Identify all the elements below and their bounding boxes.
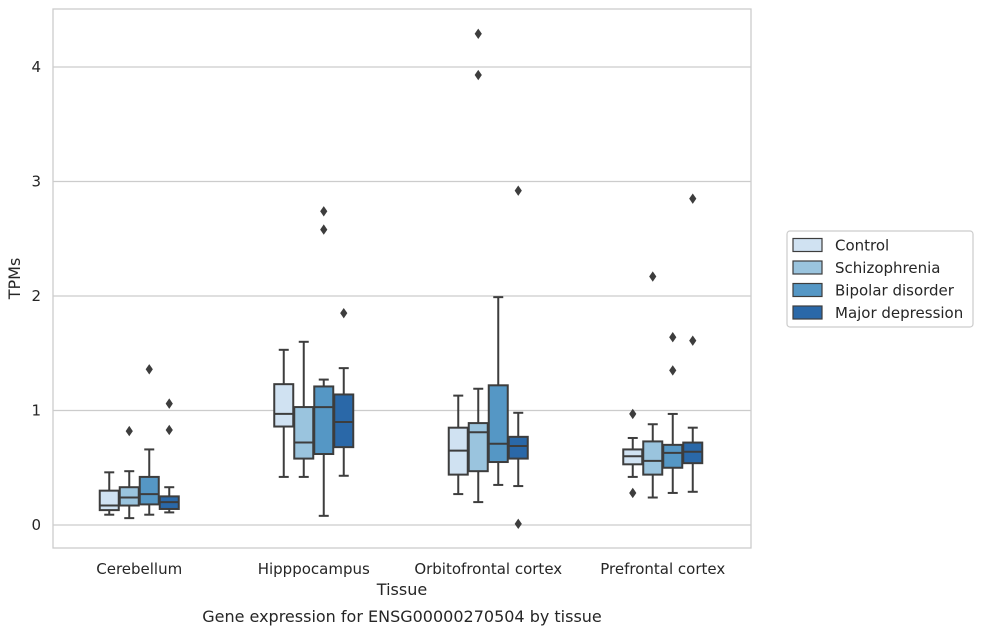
box xyxy=(467,28,489,504)
series-bipolar-disorder xyxy=(138,206,684,517)
legend-swatch xyxy=(792,237,823,253)
x-tick-label: Prefrontal cortex xyxy=(600,560,725,578)
legend-swatch xyxy=(792,282,823,298)
legend-swatch xyxy=(792,305,823,320)
legend-label: Bipolar disorder xyxy=(835,282,955,300)
box-groups xyxy=(98,28,704,530)
outlier-point xyxy=(474,69,482,81)
series-schizophrenia xyxy=(118,28,664,520)
box-iqr xyxy=(507,435,529,460)
box-iqr xyxy=(118,486,140,507)
box-iqr xyxy=(293,406,315,460)
outlier-point xyxy=(474,28,482,39)
box-iqr xyxy=(273,383,295,428)
x-tick-label: Cerebellum xyxy=(96,560,182,578)
x-axis-label: Tissue xyxy=(376,580,427,599)
x-tick-label: Orbitofrontal cortex xyxy=(414,560,562,578)
series-major-depression xyxy=(158,185,704,530)
outlier-point xyxy=(165,398,173,409)
outlier-point xyxy=(629,487,637,499)
legend-swatch xyxy=(792,260,823,275)
x-tick-labels: Cerebellum Hipppocampus Orbitofrontal cort… xyxy=(96,560,725,578)
box xyxy=(138,364,160,516)
box xyxy=(642,271,664,499)
box xyxy=(313,206,335,517)
grid-lines xyxy=(53,66,751,526)
outlier-point xyxy=(145,364,153,375)
outlier-point xyxy=(669,332,677,343)
outlier-point xyxy=(669,365,677,376)
y-tick-labels: 0 1 2 3 4 xyxy=(31,58,41,534)
legend-frame xyxy=(786,230,974,328)
box-iqr xyxy=(467,422,489,473)
legend-item: Schizophrenia xyxy=(792,259,940,277)
outlier-point xyxy=(629,408,637,420)
legend-label: Control xyxy=(835,237,889,255)
box-iqr xyxy=(313,385,335,456)
outlier-point xyxy=(689,193,697,204)
box-iqr xyxy=(487,384,509,464)
legend: Control Schizophrenia Bipolar disorder Majo… xyxy=(786,230,974,328)
outlier-point xyxy=(320,224,328,235)
y-tick-label: 2 xyxy=(31,287,41,305)
y-tick-label: 1 xyxy=(31,402,41,420)
box xyxy=(293,340,315,478)
y-tick-label: 3 xyxy=(31,173,41,191)
y-tick-label: 4 xyxy=(31,58,41,76)
legend-item: Major depression xyxy=(792,304,963,322)
outlier-point xyxy=(340,307,348,319)
box-iqr xyxy=(138,475,160,506)
box xyxy=(333,307,355,477)
legend-item: Control xyxy=(792,237,889,255)
outlier-point xyxy=(320,206,328,217)
x-tick-label: Hipppocampus xyxy=(258,560,370,578)
y-axis-label: TPMs xyxy=(5,258,24,301)
box xyxy=(682,193,704,493)
box xyxy=(487,296,509,486)
box xyxy=(158,398,180,514)
box-iqr xyxy=(682,441,704,465)
box xyxy=(662,332,684,494)
outlier-point xyxy=(165,424,173,436)
box xyxy=(118,425,140,520)
box xyxy=(98,471,120,516)
box-iqr xyxy=(662,443,684,469)
outlier-point xyxy=(125,425,133,437)
legend-label: Major depression xyxy=(835,304,963,322)
box xyxy=(273,348,295,478)
legend-item: Bipolar disorder xyxy=(792,282,955,300)
outlier-point xyxy=(689,335,697,346)
box xyxy=(447,394,469,496)
series-control xyxy=(98,348,644,516)
outlier-point xyxy=(649,271,657,282)
box-iqr xyxy=(333,393,355,449)
outlier-point xyxy=(514,185,522,196)
outlier-point xyxy=(514,518,522,530)
box xyxy=(507,185,529,530)
box-iqr xyxy=(642,440,664,476)
y-tick-label: 0 xyxy=(31,516,41,534)
chart-caption: Gene expression for ENSG00000270504 by t… xyxy=(202,607,602,626)
plot-area-frame xyxy=(52,8,752,549)
legend-label: Schizophrenia xyxy=(835,259,940,277)
box xyxy=(622,408,644,499)
box-iqr xyxy=(98,489,120,512)
